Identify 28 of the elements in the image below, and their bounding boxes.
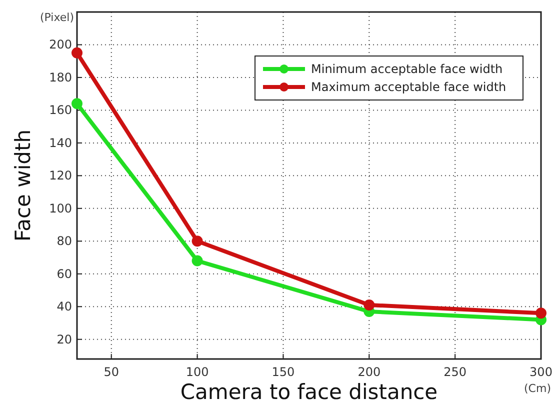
x-tick-label: 250 (444, 365, 467, 379)
x-tick-label: 50 (104, 365, 120, 379)
y-tick-label: 160 (49, 103, 72, 118)
y-axis-title: Face width (11, 129, 35, 242)
x-axis-title: Camera to face distance (180, 380, 438, 404)
text: (Pixel) (40, 11, 74, 24)
y-tick-label: 120 (49, 168, 72, 183)
y-tick-label: 140 (49, 136, 72, 150)
y-tick-label: 20 (56, 332, 72, 346)
y-tick-label: 200 (49, 38, 72, 52)
text: (Cm) (524, 382, 551, 395)
point (536, 308, 546, 319)
point (192, 255, 203, 266)
y-tick-label: 40 (56, 300, 72, 314)
y-tick-label: 100 (49, 201, 72, 216)
x-tick-label: 150 (272, 365, 295, 379)
point (364, 299, 375, 310)
x-tick-label: 100 (186, 365, 209, 379)
x-tick-label: 300 (530, 365, 552, 379)
y-tick-label: 60 (56, 266, 72, 281)
legend-label: Maximum acceptable face width (311, 80, 506, 94)
y-tick-label: 80 (56, 234, 72, 248)
legend-label: Minimum acceptable face width (311, 62, 503, 76)
x-tick-label: 200 (358, 365, 381, 379)
y-tick-label: 180 (49, 70, 72, 84)
point (72, 98, 82, 110)
point (72, 47, 82, 58)
point (192, 236, 203, 247)
